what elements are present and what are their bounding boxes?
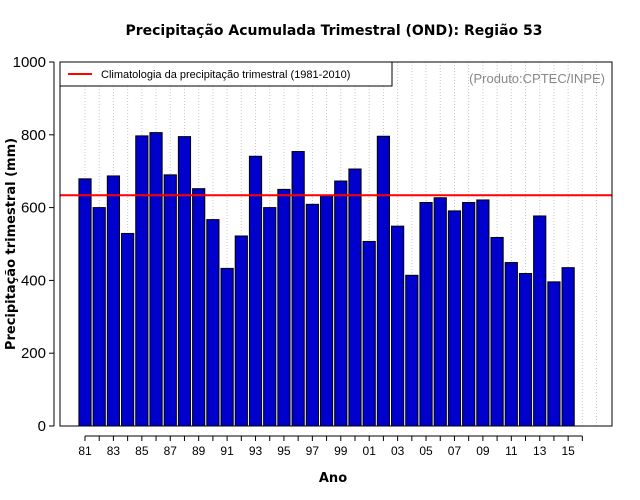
bar-96	[291, 151, 305, 427]
x-tick-label: 11	[505, 444, 518, 458]
bars	[78, 132, 575, 427]
x-tick-label: 97	[306, 444, 320, 458]
x-axis: 81 83 85 87 89 91 93 95 97 99 01 03 05 07 09 11 13 15	[78, 435, 583, 458]
x-tick-label: 91	[220, 444, 234, 458]
bar-12	[518, 272, 533, 427]
x-tick-label: 93	[249, 444, 263, 458]
y-tick-label: 600	[21, 200, 46, 217]
bar-97	[305, 203, 319, 427]
bar-98	[319, 195, 334, 427]
bar-99	[334, 180, 348, 427]
x-tick-label: 87	[164, 444, 178, 458]
bar-88	[177, 136, 192, 427]
bar-86	[149, 132, 163, 427]
bar-85	[135, 135, 149, 427]
bar-10	[490, 236, 504, 427]
bar-03	[391, 225, 405, 427]
legend-box	[59, 61, 393, 87]
bar-90	[206, 219, 220, 427]
x-tick-label: 15	[561, 444, 575, 458]
credit-text: (Produto:CPTEC/INPE)	[469, 71, 605, 86]
bar-09	[476, 199, 490, 427]
bar-04	[405, 274, 419, 427]
x-tick-label: 09	[476, 444, 490, 458]
bar-14	[547, 281, 561, 427]
bar-07	[447, 210, 462, 427]
bar-89	[192, 188, 206, 427]
y-tick-label: 200	[21, 345, 46, 362]
bar-87	[163, 174, 177, 427]
bar-15	[561, 267, 575, 427]
bar-13	[533, 215, 547, 427]
x-axis-title: Ano	[319, 471, 347, 486]
x-tick-label: 81	[78, 444, 92, 458]
bar-11	[504, 262, 518, 427]
y-axis: 0 200 400 600 800 1000	[13, 54, 55, 435]
x-tick-label: 85	[135, 444, 149, 458]
chart-title: Precipitação Acumulada Trimestral (OND):…	[125, 23, 542, 39]
y-tick-label: 1000	[13, 54, 46, 71]
bar-00	[348, 168, 362, 427]
y-tick-label: 800	[21, 127, 46, 144]
x-tick-label: 03	[391, 444, 405, 458]
bar-91	[220, 267, 234, 427]
x-tick-label: 01	[363, 444, 377, 458]
x-tick-label: 13	[533, 444, 547, 458]
bar-84	[121, 232, 135, 427]
bar-01	[362, 240, 376, 427]
bar-92	[234, 235, 248, 427]
legend-label: Climatologia da precipitação trimestral …	[101, 69, 350, 81]
x-tick-label: 83	[107, 444, 121, 458]
x-tick-label: 05	[419, 444, 433, 458]
bar-81	[78, 178, 92, 427]
x-tick-label: 99	[334, 444, 348, 458]
bar-95	[277, 188, 291, 427]
bar-94	[263, 207, 277, 427]
x-tick-label: 89	[192, 444, 206, 458]
bar-02	[376, 135, 391, 427]
y-tick-label: 400	[21, 272, 46, 289]
y-axis-title: Precipitação trimestral (mm)	[4, 138, 19, 350]
bar-83	[106, 175, 121, 427]
bar-05	[419, 202, 433, 427]
x-tick-label: 07	[448, 444, 462, 458]
bar-06	[433, 197, 447, 427]
x-tick-label: 95	[277, 444, 291, 458]
bar-08	[462, 202, 476, 427]
y-tick-label: 0	[38, 418, 46, 435]
legend: Climatologia da precipitação trimestral …	[59, 61, 393, 87]
bar-93	[248, 155, 263, 427]
bar-82	[92, 207, 106, 427]
